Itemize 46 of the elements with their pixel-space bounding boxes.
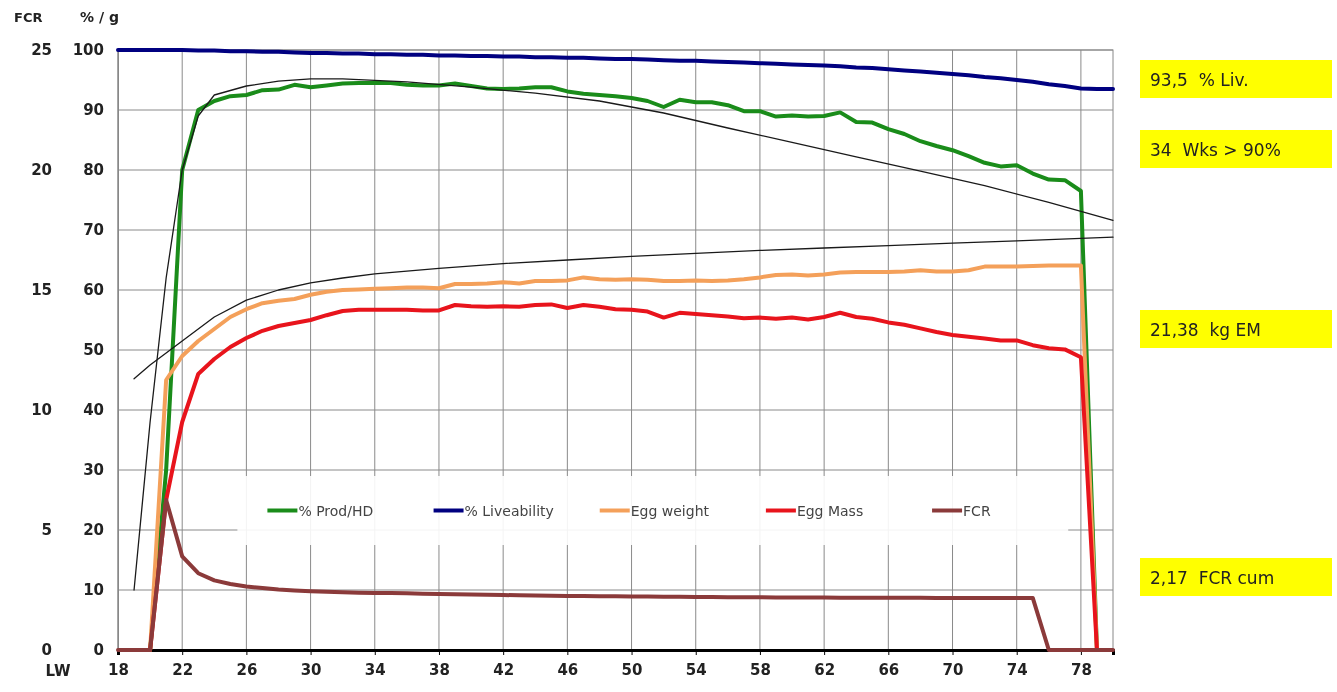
text: 21,38 kg EM xyxy=(1150,320,1261,340)
x-tick-label: 30 xyxy=(300,660,322,679)
x-tick-label: 78 xyxy=(1070,660,1092,679)
y2-tick-label: 15 xyxy=(31,281,52,300)
x-tick-label: 18 xyxy=(108,660,129,679)
y-tick-label: 70 xyxy=(83,221,104,240)
text: 93,5 % Liv. xyxy=(1150,70,1249,90)
y2-tick-label: 0 xyxy=(41,641,52,660)
y-tick-label: 0 xyxy=(93,641,104,660)
line-series xyxy=(116,498,1115,652)
legend-label: FCR xyxy=(963,502,991,519)
x-tick-label: 66 xyxy=(878,660,900,679)
x-tick-label: 58 xyxy=(750,660,771,679)
y-tick-label: 40 xyxy=(83,401,104,420)
y-axis-title: % / g xyxy=(80,9,119,25)
y-tick-label: 20 xyxy=(83,521,104,540)
y-tick-label: 10 xyxy=(83,581,104,600)
x-tick-label: 26 xyxy=(236,660,258,679)
x-tick-label: 34 xyxy=(364,660,386,679)
x-tick-label: 50 xyxy=(621,660,643,679)
x-tick-label: 22 xyxy=(172,660,194,679)
x-tick-label: 46 xyxy=(557,660,579,679)
y2-tick-label: 5 xyxy=(41,521,52,540)
x-tick-label: 62 xyxy=(814,660,836,679)
legend-label: Egg Mass xyxy=(796,502,864,519)
x-axis-title: LW xyxy=(45,662,71,680)
y-tick-label: 50 xyxy=(83,341,104,360)
text: 34 Wks > 90% xyxy=(1150,140,1281,160)
y-tick-label: 90 xyxy=(83,101,104,120)
y2-tick-label: 20 xyxy=(31,161,52,180)
y-tick-label: 80 xyxy=(83,161,104,180)
y-tick-label: 30 xyxy=(83,461,104,480)
x-tick-label: 42 xyxy=(493,660,515,679)
x-tick-label: 70 xyxy=(942,660,964,679)
legend-label: Egg weight xyxy=(630,502,710,519)
y-tick-label: 100 xyxy=(72,41,104,60)
x-tick-label: 74 xyxy=(1006,660,1028,679)
x-tick-label: 38 xyxy=(429,660,450,679)
y-tick-label: 60 xyxy=(83,281,104,300)
text: 2,17 FCR cum xyxy=(1150,568,1275,588)
y2-tick-label: 10 xyxy=(31,401,52,420)
legend-label: % Liveability xyxy=(464,502,554,519)
y2-axis-title: FCR xyxy=(14,10,43,25)
x-tick-label: 54 xyxy=(685,660,707,679)
legend-label: % Prod/HD xyxy=(298,502,374,519)
y2-tick-label: 25 xyxy=(31,41,52,60)
